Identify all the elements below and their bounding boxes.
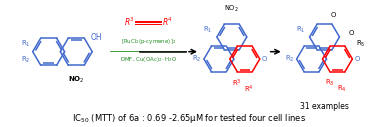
Text: O: O — [349, 30, 354, 36]
Text: DMF, Cu(OAc)$_2$· H$_2$O: DMF, Cu(OAc)$_2$· H$_2$O — [119, 55, 177, 64]
Text: R$_1$: R$_1$ — [203, 25, 213, 35]
Text: R$_2$: R$_2$ — [192, 54, 202, 64]
Text: R$^3$: R$^3$ — [232, 78, 242, 89]
Text: OH: OH — [90, 33, 102, 42]
Text: NO$_2$: NO$_2$ — [225, 4, 239, 14]
Text: R$^4$: R$^4$ — [162, 16, 172, 28]
Text: R$_2$: R$_2$ — [285, 54, 294, 64]
Text: O: O — [355, 56, 360, 62]
Text: R$_1$: R$_1$ — [21, 39, 31, 49]
Text: R$_2$: R$_2$ — [21, 54, 31, 65]
Text: [RuCl$_2$(p-cymene)]$_2$: [RuCl$_2$(p-cymene)]$_2$ — [121, 37, 176, 46]
Text: R$_4$: R$_4$ — [337, 84, 347, 94]
Text: R$_3$: R$_3$ — [325, 78, 335, 88]
Text: R$_5$: R$_5$ — [356, 39, 366, 49]
Text: NO$_2$: NO$_2$ — [68, 75, 85, 85]
Text: 31 examples: 31 examples — [300, 102, 349, 111]
Text: R$^4$: R$^4$ — [245, 84, 254, 95]
Text: R$_1$: R$_1$ — [296, 25, 305, 35]
Text: O: O — [262, 56, 267, 62]
Text: IC$_{50}$ (MTT) of 6a : 0.69 -2.65μM for tested four cell lines: IC$_{50}$ (MTT) of 6a : 0.69 -2.65μM for… — [72, 112, 306, 125]
Text: O: O — [331, 12, 336, 18]
Text: R$^3$: R$^3$ — [124, 16, 134, 28]
